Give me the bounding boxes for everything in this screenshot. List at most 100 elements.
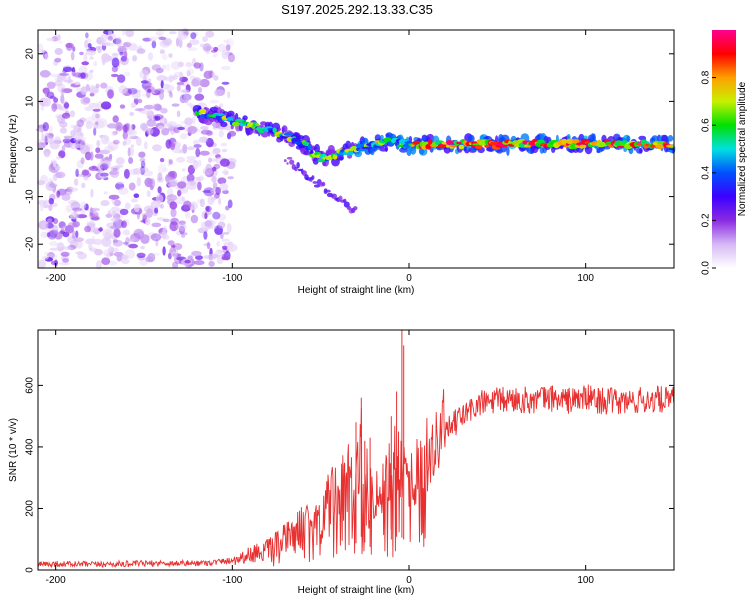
- noise-blob: [45, 181, 56, 191]
- band-halo: [566, 134, 571, 140]
- noise-blob: [182, 205, 190, 211]
- snr-xtick-label: 0: [406, 575, 412, 586]
- band-halo: [220, 121, 228, 128]
- noise-blob: [84, 203, 89, 211]
- noise-blob: [139, 158, 146, 162]
- noise-blob: [131, 91, 141, 100]
- noise-blob: [141, 123, 149, 132]
- noise-blob: [135, 233, 140, 239]
- spectrogram-frame: [37, 29, 675, 269]
- noise-blob: [181, 168, 186, 172]
- noise-blob: [219, 183, 229, 191]
- noise-blob: [176, 156, 186, 163]
- noise-blob: [139, 69, 150, 80]
- noise-blob: [85, 32, 89, 39]
- band-core: [383, 137, 392, 143]
- noise-blob: [101, 54, 110, 64]
- noise-blob: [219, 103, 224, 108]
- noise-blob: [87, 43, 92, 49]
- noise-blob: [127, 87, 138, 95]
- colorbar: 0.0 0.2 0.4 0.6 0.8 Normalized spectral ampl…: [701, 30, 748, 275]
- snr-panel: -200 -100 0 100 0 200 400 600 Height of straigh…: [8, 329, 675, 596]
- noise-blob: [123, 50, 128, 59]
- spectrogram-ytick-label: 20: [25, 48, 36, 60]
- noise-blob: [95, 83, 100, 89]
- noise-blob: [123, 41, 132, 48]
- noise-blob: [194, 93, 205, 101]
- noise-blob: [118, 187, 129, 195]
- noise-blob: [175, 222, 187, 231]
- noise-blob: [43, 97, 51, 107]
- noise-blob: [78, 66, 88, 74]
- noise-blob: [43, 199, 49, 209]
- noise-blob: [127, 147, 131, 157]
- noise-blob: [198, 87, 202, 94]
- noise-blob: [222, 245, 228, 250]
- noise-blob: [141, 80, 152, 89]
- noise-blob: [193, 62, 201, 69]
- noise-blob: [140, 165, 145, 176]
- noise-blob: [181, 196, 186, 202]
- noise-blob: [49, 125, 53, 135]
- noise-blob: [143, 104, 155, 110]
- noise-blob: [161, 127, 170, 136]
- noise-blob: [122, 229, 131, 236]
- noise-blob: [112, 139, 120, 145]
- noise-blob: [157, 163, 167, 174]
- noise-blob: [93, 61, 98, 67]
- snr-axes: -200 -100 0 100 0 200 400 600: [25, 330, 674, 586]
- noise-blob: [170, 92, 174, 98]
- noise-blob: [49, 141, 60, 150]
- noise-blob: [180, 89, 190, 94]
- noise-blob: [140, 246, 145, 250]
- noise-blob: [80, 157, 85, 165]
- noise-blob: [65, 42, 74, 49]
- noise-blob: [162, 246, 166, 256]
- noise-blob: [116, 125, 122, 130]
- branch-blob: [324, 189, 331, 193]
- branch-blob: [353, 206, 358, 211]
- band-halo: [281, 125, 288, 133]
- noise-blob: [154, 207, 159, 214]
- noise-blob: [123, 71, 131, 77]
- band-core: [445, 144, 450, 148]
- noise-blob: [205, 30, 215, 38]
- noise-blob: [161, 64, 167, 70]
- noise-blob: [176, 81, 185, 86]
- noise-blob: [216, 240, 221, 247]
- noise-blob: [221, 170, 229, 174]
- noise-blob: [132, 168, 142, 175]
- noise-blob: [130, 144, 135, 148]
- band-core: [215, 115, 222, 120]
- noise-blob: [116, 254, 123, 262]
- noise-blob: [108, 29, 113, 37]
- noise-blob: [84, 106, 93, 112]
- noise-blob: [179, 76, 188, 83]
- colorbar-tick-label: 0.6: [701, 118, 712, 132]
- noise-blob: [110, 217, 120, 223]
- noise-blob: [88, 210, 99, 219]
- noise-blob: [55, 156, 62, 160]
- noise-blob: [90, 212, 96, 217]
- noise-blob: [125, 29, 135, 38]
- noise-blob: [128, 182, 136, 191]
- noise-blob: [58, 221, 66, 229]
- noise-blob: [178, 149, 184, 154]
- noise-blob: [170, 208, 177, 218]
- noise-blob: [195, 176, 205, 181]
- noise-blob: [225, 205, 230, 211]
- noise-blob: [107, 141, 119, 151]
- noise-blob: [49, 247, 59, 251]
- branch-blob: [286, 156, 293, 160]
- noise-blob: [186, 180, 198, 190]
- noise-blob: [70, 51, 75, 61]
- noise-blob: [89, 92, 95, 97]
- noise-blob: [112, 115, 119, 123]
- noise-blob: [136, 210, 140, 220]
- noise-blob: [69, 110, 76, 118]
- band-core: [621, 140, 628, 144]
- noise-blob: [88, 247, 98, 252]
- noise-blob: [200, 125, 209, 131]
- noise-blob: [72, 221, 80, 228]
- noise-blob: [81, 182, 86, 189]
